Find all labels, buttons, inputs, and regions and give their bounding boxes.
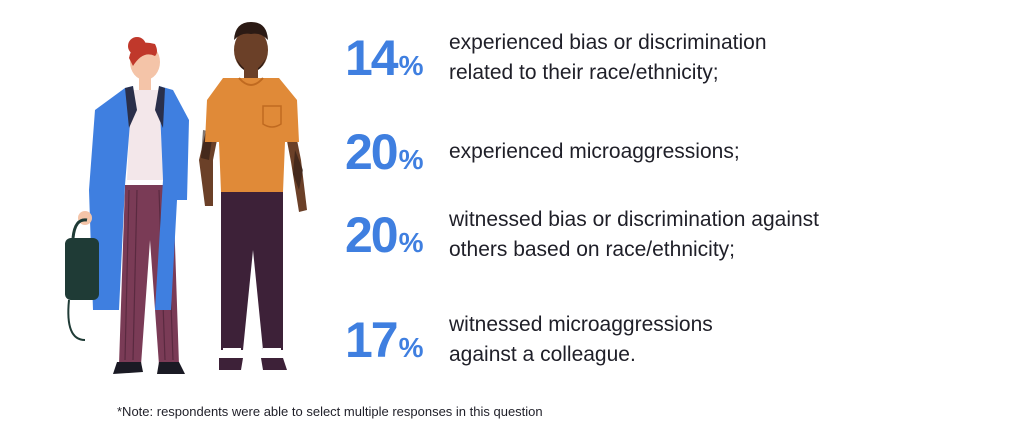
stat-row: 20 % witnessed bias or discrimination ag…	[345, 205, 879, 265]
stat-number: 20 %	[345, 127, 449, 177]
stat-row: 14 % experienced bias or discrimination …	[345, 28, 879, 88]
stat-number: 14 %	[345, 33, 449, 83]
stat-value: 14	[345, 30, 399, 86]
stat-description: witnessed microaggressions against a col…	[449, 313, 713, 366]
two-people-illustration	[65, 22, 307, 374]
woman-figure	[65, 37, 189, 374]
footnote: *Note: respondents were able to select m…	[117, 404, 543, 419]
stat-description: witnessed bias or discrimination against…	[449, 208, 820, 261]
percent-sign: %	[398, 227, 424, 258]
stat-number: 17 %	[345, 315, 449, 365]
percent-sign: %	[398, 144, 424, 175]
man-figure	[199, 22, 307, 370]
stat-description: experienced microaggressions;	[449, 140, 740, 163]
stat-description: experienced bias or discrimination relat…	[449, 31, 767, 84]
percent-sign: %	[398, 332, 424, 363]
stat-number: 20 %	[345, 210, 449, 260]
stat-value: 20	[345, 124, 399, 180]
stat-row: 20 % experienced microaggressions;	[345, 122, 879, 182]
percent-sign: %	[398, 50, 424, 81]
stat-value: 17	[345, 312, 399, 368]
stat-value: 20	[345, 207, 399, 263]
stat-row: 17 % witnessed microaggressions against …	[345, 310, 879, 370]
